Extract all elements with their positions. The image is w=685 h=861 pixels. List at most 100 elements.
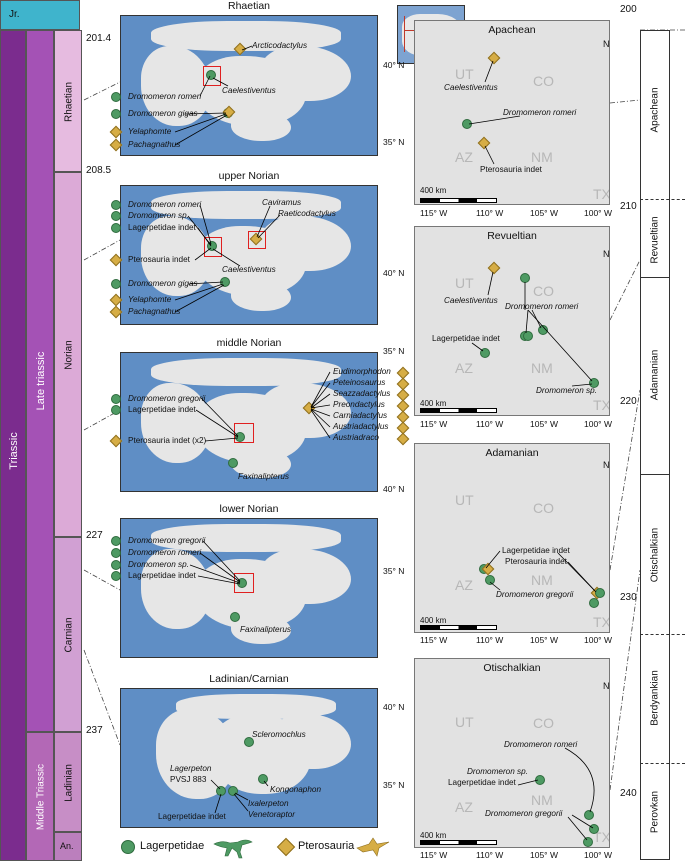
state-nm-apachean: NM: [531, 149, 553, 165]
scale-bar-apachean: [420, 198, 497, 203]
state-az-revueltian: AZ: [455, 360, 473, 376]
pterosaur-silhouette-icon: [356, 837, 390, 857]
lat-40-rv: 40° N: [383, 268, 405, 278]
marker-ot-lagerpetidae: [535, 775, 545, 785]
regional-title-apachean: Apachean: [488, 24, 536, 36]
label-un-dromomeron-romeri: Dromomeron romeri: [128, 200, 202, 209]
lat-35-rv: 35° N: [383, 346, 405, 356]
age-201: 201.4: [86, 33, 112, 44]
label-mn-lagerpetidae-indet: Lagerpetidae indet: [128, 405, 196, 414]
north-arrow-otischalkian: N: [603, 681, 610, 691]
state-nm-otischalkian: NM: [531, 792, 553, 808]
label-ad-lagerpetidae-indet: Lagerpetidae indet: [502, 546, 570, 555]
label-rh-arcticodactylus: Arcticodactylus: [252, 41, 308, 50]
lon-110-rv: 110° W: [476, 419, 504, 429]
state-co-adamanian: CO: [533, 500, 554, 516]
marker-mn-lagerpetid: [235, 432, 245, 442]
anisian-stage-label: An.: [60, 841, 74, 851]
regional-map-apachean: Apachean N UT CO AZ NM TX 400 km: [414, 20, 610, 205]
paleomap-title-upper-norian: upper Norian: [218, 170, 280, 182]
paleomap-rhaetian: [120, 15, 378, 156]
paleomap-upper-norian: [120, 185, 378, 325]
marker-lc-lagerpeton: [216, 786, 226, 796]
lon-100-ad: 100° W: [584, 635, 612, 645]
label-lc-scleromochlus: Scleromochlus: [252, 730, 306, 739]
label-rh-dromomeron-romeri: Dromomeron romeri: [128, 92, 202, 101]
legend-dot-mn-2: [111, 405, 121, 415]
label-mn-carniadactylus: Carniadactylus: [333, 411, 388, 420]
lat-35-ad: 35° N: [383, 566, 405, 576]
paleomap-title-ladinian-carnian: Ladinian/Carnian: [209, 673, 289, 685]
lvf-zone-perovkan: Perovkan: [649, 790, 661, 834]
focus-box-upper-norian-2: [248, 231, 266, 249]
marker-rv-dromomeron-sp: [589, 378, 599, 388]
label-ap-dromomeron-romeri: Dromomeron romeri: [503, 108, 577, 117]
marker-lc-kongonaphon: [258, 774, 268, 784]
north-arrow-apachean: N: [603, 39, 610, 49]
label-un-raeticodactylus: Raeticodactylus: [278, 209, 336, 218]
label-rh-yelaphomte: Yelaphomte: [128, 127, 172, 136]
lvf-divider-5: [640, 763, 685, 764]
paleomap-ladinian-carnian: [120, 688, 378, 828]
legend-dot-rh-1: [111, 92, 121, 102]
focus-box-upper-norian: [204, 237, 222, 257]
paleomap-title-rhaetian: Rhaetian: [227, 0, 271, 12]
label-un-yelaphomte: Yelaphomte: [128, 295, 172, 304]
lon-115-ad: 115° W: [420, 635, 448, 645]
regional-map-otischalkian: Otischalkian N UT CO AZ NM TX 400 km: [414, 658, 610, 848]
label-ot-dromomeron-gregorii: Dromomeron gregorii: [485, 809, 563, 818]
north-arrow-revueltian: N: [603, 249, 610, 259]
label-mn-austriadactylus: Austriadactylus: [333, 422, 389, 431]
label-rh-caelestiventus: Caelestiventus: [222, 86, 276, 95]
label-un-pachagnathus: Pachagnathus: [128, 307, 181, 316]
state-ut-otischalkian: UT: [455, 714, 474, 730]
lat-40-ad: 40° N: [383, 484, 405, 494]
label-ot-dromomeron-romeri: Dromomeron romeri: [504, 740, 578, 749]
lagerpetid-silhouette-icon: [213, 839, 253, 859]
state-nm-revueltian: NM: [531, 360, 553, 376]
label-mn-dromomeron-gregorii: Dromomeron gregorii: [128, 394, 206, 403]
legend-dot-un-4: [111, 279, 121, 289]
north-arrow-adamanian: N: [603, 460, 610, 470]
label-rv-dromomeron-sp: Dromomeron sp.: [536, 386, 597, 395]
lon-100-rv: 100° W: [584, 419, 612, 429]
lon-110-ap: 110° W: [476, 208, 504, 218]
lon-110-ot: 110° W: [476, 850, 504, 860]
label-lc-lagerpeton: Lagerpeton: [170, 764, 212, 773]
scale-label-apachean: 400 km: [420, 186, 447, 195]
age-227: 227: [86, 530, 103, 541]
state-co-apachean: CO: [533, 73, 554, 89]
lon-115-rv: 115° W: [420, 419, 448, 429]
lvf-divider-4: [640, 634, 685, 635]
legend-dot-un-1: [111, 200, 121, 210]
lon-115-ap: 115° W: [420, 208, 448, 218]
middle-triassic-box: Middle Triassic: [26, 732, 54, 861]
lvf-divider-3: [640, 474, 670, 475]
age-237: 237: [86, 725, 103, 736]
state-co-otischalkian: CO: [533, 715, 554, 731]
lon-105-ad: 105° W: [530, 635, 558, 645]
paleomap-title-lower-norian: lower Norian: [219, 503, 279, 515]
lon-110-ad: 110° W: [476, 635, 504, 645]
label-rh-dromomeron-gigas: Dromomeron gigas: [128, 109, 198, 118]
legend-dot-mn-1: [111, 394, 121, 404]
lon-100-ot: 100° W: [584, 850, 612, 860]
label-un-dromomeron-gigas: Dromomeron gigas: [128, 279, 198, 288]
label-ln-dromomeron-romeri: Dromomeron romeri: [128, 548, 202, 557]
legend-dot-rh-2: [111, 109, 121, 119]
marker-un-lagerpetid: [207, 241, 217, 251]
state-nm-adamanian: NM: [531, 572, 553, 588]
label-mn-austriadraco: Austriadraco: [333, 433, 379, 442]
jurassic-box: Jr.: [0, 0, 80, 30]
scale-bar-otischalkian: [420, 840, 497, 845]
label-rv-dromomeron-romeri: Dromomeron romeri: [505, 302, 579, 311]
label-mn-seazzadactylus: Seazzadactylus: [333, 389, 391, 398]
lvf-divider-1: [640, 199, 685, 200]
label-lc-kongonaphon: Kongonaphon: [270, 785, 321, 794]
label-ad-pterosauria-indet: Pterosauria indet: [505, 557, 567, 566]
label-mn-pterosauria-indet: Pterosauria indet (x2): [128, 436, 207, 445]
state-az-apachean: AZ: [455, 149, 473, 165]
lvf-tick-230: 230: [620, 592, 637, 603]
